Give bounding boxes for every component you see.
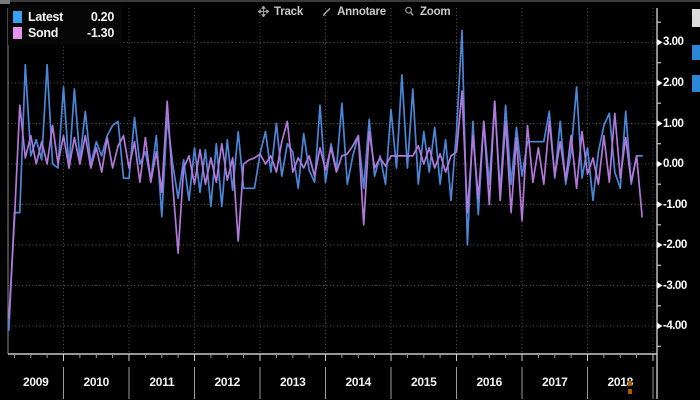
right-edge-button-bottom[interactable] bbox=[692, 75, 700, 92]
y-tick-arrow bbox=[657, 282, 663, 289]
latest-label: Latest bbox=[28, 9, 64, 24]
move-icon bbox=[258, 6, 269, 17]
orange-fragment-bottom bbox=[628, 389, 632, 394]
series-line-latest bbox=[8, 29, 643, 331]
scrollbar-fragment bbox=[0, 0, 10, 4]
latest-value: 0.20 bbox=[90, 9, 114, 24]
series-line-sond bbox=[8, 90, 643, 319]
track-button[interactable]: Track bbox=[258, 6, 303, 18]
y-tick-label: -2.00 bbox=[663, 239, 687, 251]
sond-label: Sond bbox=[28, 25, 59, 40]
x-tick-label: 2013 bbox=[280, 375, 306, 389]
y-tick-label: -3.00 bbox=[663, 279, 687, 292]
y-tick-arrow bbox=[657, 79, 663, 87]
y-tick-arrow bbox=[657, 120, 663, 127]
y-tick-arrow bbox=[657, 241, 663, 249]
x-tick-label: 2017 bbox=[542, 375, 568, 389]
window-top-border bbox=[0, 0, 700, 2]
x-tick-label: 2016 bbox=[476, 375, 503, 389]
x-tick-label: 2010 bbox=[83, 375, 110, 389]
y-tick-label: 2.00 bbox=[663, 77, 684, 89]
x-tick-label: 2009 bbox=[23, 375, 49, 389]
y-tick-label: -1.00 bbox=[663, 198, 687, 211]
chart-toolbar: Track Annotare Zoom bbox=[258, 3, 451, 20]
orange-fragment-top bbox=[628, 381, 632, 386]
zoom-button[interactable]: Zoom bbox=[404, 6, 451, 18]
annotate-button[interactable]: Annotare bbox=[321, 6, 386, 18]
y-tick-arrow bbox=[657, 39, 663, 46]
y-tick-arrow bbox=[657, 322, 663, 330]
latest-swatch bbox=[13, 10, 22, 23]
sond-swatch bbox=[13, 26, 22, 39]
y-tick-label: -4.00 bbox=[663, 320, 687, 332]
legend-item-latest[interactable]: Latest 0.20 bbox=[13, 9, 114, 24]
x-tick-label: 2015 bbox=[411, 375, 437, 389]
x-tick-label: 2012 bbox=[214, 375, 241, 389]
y-tick-arrow bbox=[657, 160, 663, 168]
x-tick-label: 2014 bbox=[345, 375, 372, 389]
annotate-label: Annotare bbox=[337, 5, 386, 18]
zoom-label: Zoom bbox=[419, 5, 451, 18]
pencil-icon bbox=[321, 6, 332, 17]
sond-value: -1.30 bbox=[87, 25, 114, 40]
track-label: Track bbox=[274, 5, 304, 18]
y-tick-arrow bbox=[657, 201, 663, 208]
y-tick-label: 3.00 bbox=[663, 36, 684, 49]
chart-legend: Latest 0.20 Sond -1.30 bbox=[8, 5, 122, 45]
y-tick-label: 0.00 bbox=[663, 158, 684, 170]
magnifier-icon bbox=[404, 6, 415, 17]
right-edge-button-top[interactable] bbox=[692, 45, 700, 60]
x-tick-label: 2018 bbox=[607, 375, 634, 389]
y-tick-label: 1.00 bbox=[663, 117, 684, 130]
right-edge-scroll-handle[interactable] bbox=[692, 9, 700, 27]
x-tick-label: 2011 bbox=[149, 375, 175, 389]
legend-item-sond[interactable]: Sond -1.30 bbox=[13, 25, 114, 40]
